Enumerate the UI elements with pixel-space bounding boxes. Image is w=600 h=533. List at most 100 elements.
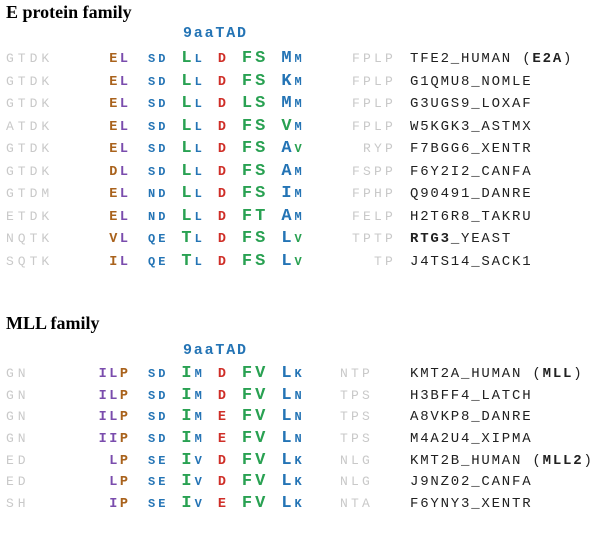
residue: L bbox=[181, 206, 193, 226]
residue: V bbox=[281, 116, 293, 136]
residue: L bbox=[109, 453, 118, 469]
alignment-row: GN I L P S D I M D F V L K NTP KMT2A_HUMAN (MLL) bbox=[0, 364, 600, 386]
residue: F bbox=[241, 251, 254, 271]
residue: S bbox=[255, 229, 267, 248]
residue: P bbox=[119, 367, 128, 382]
protein-id-segment: _YEAST bbox=[450, 231, 513, 247]
residue: D bbox=[158, 97, 167, 111]
flank-right-sequence: FPLP bbox=[351, 73, 396, 89]
residue: L bbox=[119, 209, 128, 225]
residue: E bbox=[158, 254, 167, 269]
residue: N bbox=[294, 410, 303, 425]
flank-right-sequence: TPTP bbox=[351, 231, 396, 246]
motif-group: D bbox=[218, 162, 229, 180]
residue: P bbox=[119, 410, 128, 426]
residue: L bbox=[241, 94, 254, 113]
residue: I bbox=[98, 388, 107, 404]
flank-right-sequence: TPS bbox=[340, 409, 374, 425]
residue: S bbox=[148, 410, 157, 425]
residue: D bbox=[109, 164, 118, 180]
residue: S bbox=[148, 52, 157, 66]
motif-group: D bbox=[218, 139, 229, 157]
flank-right-sequence: FPLP bbox=[351, 96, 396, 111]
residue: F bbox=[241, 429, 254, 449]
flank-left-sequence: GN bbox=[6, 366, 30, 381]
alignment-row: GTDK E L S D L L D F S K M FPLP G1QMU8_NOMLE bbox=[0, 72, 600, 95]
residue: I bbox=[109, 497, 118, 513]
flank-right-sequence: FELP bbox=[351, 208, 396, 224]
residue: I bbox=[181, 494, 193, 514]
flank-left-sequence: ED bbox=[6, 452, 30, 468]
flank-right-sequence: RYP bbox=[362, 141, 396, 156]
residue: D bbox=[158, 119, 167, 134]
motif-group: D bbox=[218, 229, 229, 247]
flank-left-sequence: GTDK bbox=[6, 73, 54, 89]
protein-id-segment: KMT2A_HUMAN ( bbox=[410, 366, 543, 382]
residue: V bbox=[255, 407, 267, 427]
protein-id-segment: ) bbox=[563, 51, 574, 67]
residue: S bbox=[148, 475, 157, 490]
protein-id-segment: KMT2B_HUMAN ( bbox=[410, 452, 543, 469]
residue: A bbox=[281, 206, 293, 226]
residue: V bbox=[294, 232, 303, 246]
motif-group: D bbox=[218, 184, 229, 202]
residue: M bbox=[281, 49, 293, 68]
residue: I bbox=[98, 410, 107, 426]
residue: M bbox=[294, 74, 303, 89]
9aatad-label: 9aaTAD bbox=[183, 25, 248, 42]
protein-id-segment: W5KGK3_ASTMX bbox=[410, 118, 533, 135]
residue: L bbox=[281, 229, 293, 248]
protein-id: H3BFF4_LATCH bbox=[410, 388, 532, 404]
protein-id: KMT2A_HUMAN (MLL) bbox=[410, 366, 583, 382]
flank-right-sequence: FPLP bbox=[351, 51, 396, 66]
residue: S bbox=[148, 497, 157, 512]
motif-group: E bbox=[218, 407, 229, 425]
residue: V bbox=[255, 429, 267, 449]
residue: I bbox=[98, 367, 107, 382]
residue: I bbox=[181, 450, 193, 470]
protein-id: Q90491_DANRE bbox=[410, 186, 532, 202]
residue: L bbox=[181, 71, 193, 91]
residue: E bbox=[217, 497, 227, 513]
protein-id-segment: Q90491_DANRE bbox=[410, 186, 533, 202]
residue: L bbox=[119, 232, 128, 247]
residue: L bbox=[281, 494, 293, 514]
protein-id: F6Y2I2_CANFA bbox=[410, 164, 532, 180]
protein-id: J9NZ02_CANFA bbox=[410, 474, 532, 490]
residue: F bbox=[241, 364, 254, 383]
residue: L bbox=[194, 119, 203, 134]
flank-left-sequence: GN bbox=[6, 387, 30, 403]
residue: D bbox=[158, 209, 167, 224]
residue: N bbox=[294, 432, 303, 447]
flank-right-sequence: FPHP bbox=[351, 186, 396, 201]
residue: E bbox=[109, 187, 118, 202]
motif-group: E bbox=[218, 429, 229, 447]
e-protein-family-section: E protein family 9aaTAD GTDK E L S D L L D F S M M F… bbox=[0, 2, 600, 271]
motif-group: D bbox=[218, 207, 229, 225]
